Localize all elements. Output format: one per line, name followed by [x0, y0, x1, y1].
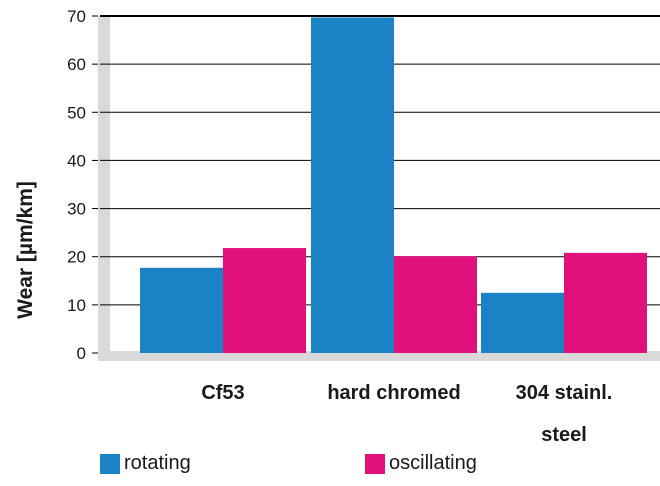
bar-oscillating-0: [223, 248, 306, 353]
bar-oscillating-2: [564, 252, 647, 353]
plot-floor: [98, 351, 660, 361]
plot-left-wall: [98, 16, 110, 361]
legend-swatch-oscillating: [365, 453, 385, 474]
legend-item-oscillating: oscillating: [365, 452, 477, 475]
legend-label-rotating: rotating: [124, 452, 191, 474]
y-tick-label-50: 50: [67, 103, 86, 122]
legend-swatch-rotating: [100, 453, 120, 474]
x-category-labels: Cf53 hard chromed 304 stainl. steel: [201, 382, 612, 446]
plot-background: [98, 16, 660, 361]
y-tick-label-30: 30: [67, 200, 86, 219]
bar-rotating-0: [140, 267, 223, 353]
legend-label-oscillating: oscillating: [389, 452, 477, 474]
x-category-label-2-0: 304 stainl.: [516, 382, 613, 404]
x-category-label-0-0: Cf53: [201, 382, 244, 404]
y-tick-labels: 0 10 20 30 40 50 60 70: [67, 7, 86, 363]
y-tick-label-10: 10: [67, 296, 86, 315]
y-tick-label-40: 40: [67, 151, 86, 170]
legend-item-rotating: rotating: [100, 452, 191, 475]
y-axis-label: Wear [µm/km]: [14, 181, 37, 319]
x-category-label-1-0: hard chromed: [327, 382, 460, 404]
bar-rotating-2: [481, 292, 564, 353]
legend: rotating oscillating: [0, 452, 660, 482]
bar-oscillating-1: [394, 256, 477, 353]
y-tick-label-70: 70: [67, 7, 86, 26]
bar-rotating-1: [311, 17, 394, 354]
bar-chart: 0 10 20 30 40 50 60 70 Cf53 hard chromed 304 stai…: [14, 7, 660, 446]
y-tick-label-60: 60: [67, 55, 86, 74]
bars: [140, 17, 647, 354]
y-tick-label-20: 20: [67, 248, 86, 267]
x-category-label-2-1: steel: [541, 424, 587, 446]
y-tick-label-0: 0: [77, 344, 86, 363]
